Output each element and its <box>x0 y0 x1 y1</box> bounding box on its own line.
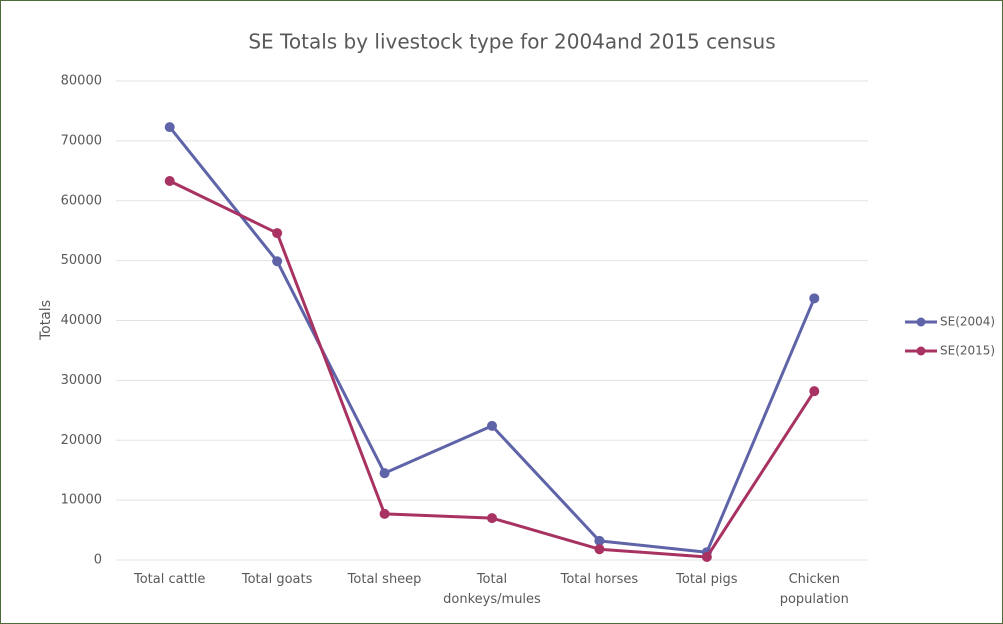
y-tick-label: 70000 <box>61 133 102 148</box>
y-tick-label: 30000 <box>61 373 102 388</box>
data-point <box>272 228 283 239</box>
data-point <box>379 508 390 519</box>
legend-label: SE(2004) <box>940 315 995 329</box>
data-point <box>809 293 820 304</box>
data-point <box>164 122 175 133</box>
y-tick-label: 60000 <box>61 193 102 208</box>
y-tick-label: 20000 <box>61 433 102 448</box>
chart-title: SE Totals by livestock type for 2004and … <box>248 30 775 54</box>
x-tick-label: Chicken population <box>779 572 849 607</box>
data-point <box>701 552 712 563</box>
data-point <box>164 175 175 186</box>
y-tick-label: 10000 <box>61 493 102 508</box>
y-tick-label: 80000 <box>61 74 102 89</box>
x-tick-label: Total horses <box>560 572 639 587</box>
legend-label: SE(2015) <box>940 344 995 358</box>
x-tick-label: Total pigs <box>676 572 738 587</box>
x-tick-label: Total goats <box>241 572 313 587</box>
x-tick-label: Total cattle <box>133 572 206 587</box>
y-tick-label: 0 <box>94 553 102 568</box>
data-point <box>487 420 497 431</box>
legend-marker <box>916 317 926 327</box>
y-tick-label: 40000 <box>61 313 102 328</box>
data-point <box>809 386 820 397</box>
data-point <box>487 513 497 524</box>
x-tick-label: Total donkeys/mules <box>443 572 541 607</box>
legend-marker <box>916 346 926 356</box>
y-axis-label: Totals <box>38 300 54 341</box>
y-tick-label: 50000 <box>61 253 102 268</box>
data-point <box>594 544 605 555</box>
series-line <box>168 126 816 554</box>
data-point <box>594 535 605 546</box>
data-point <box>379 468 390 479</box>
x-tick-label: Total sheep <box>347 572 422 587</box>
data-point <box>272 256 283 267</box>
